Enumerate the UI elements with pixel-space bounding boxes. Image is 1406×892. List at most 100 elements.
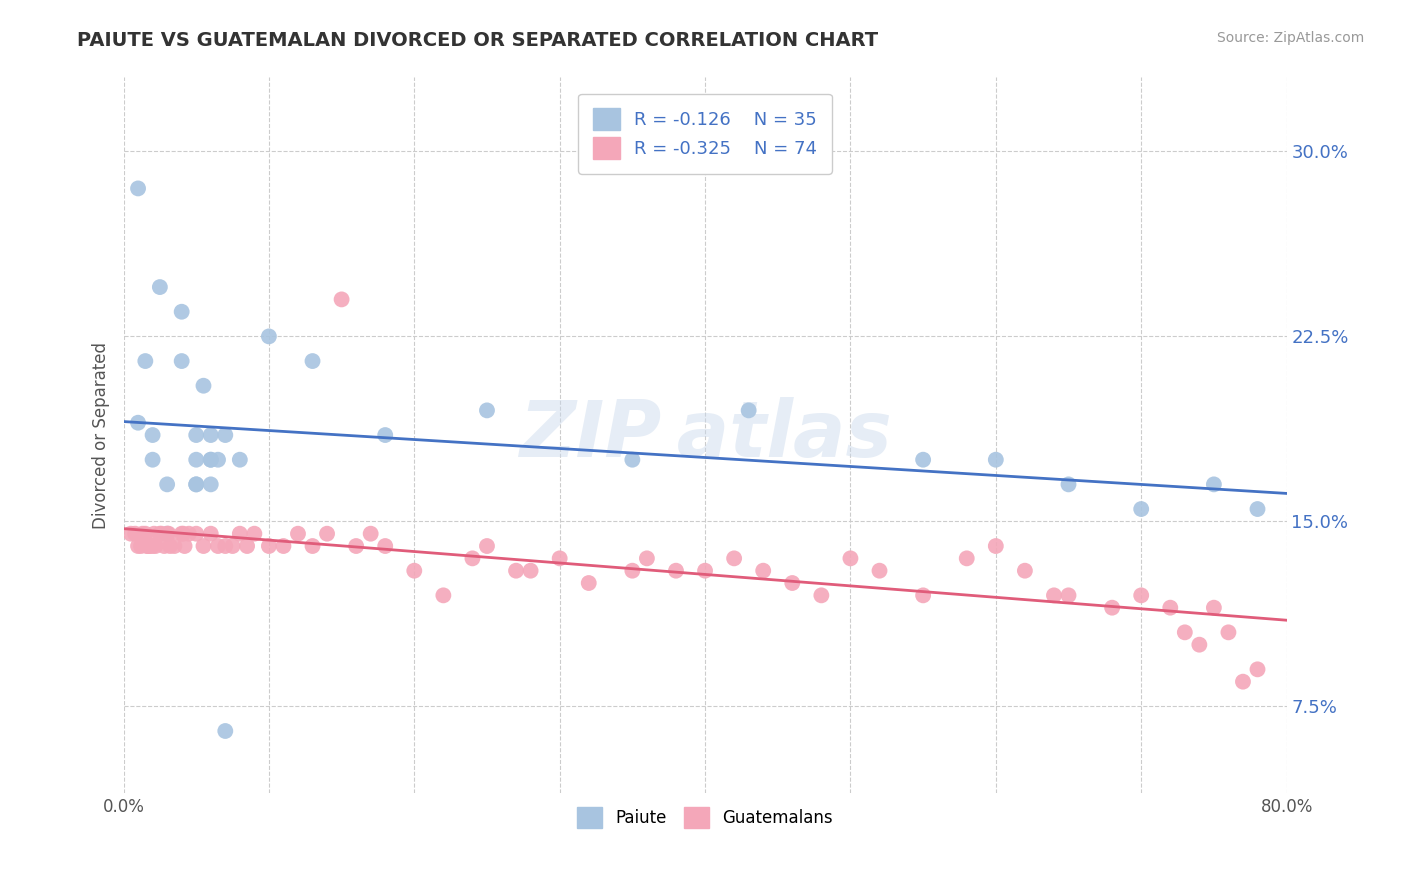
Point: [170, 304, 193, 318]
Point: [186, 452, 208, 467]
Point: [1130, 588, 1153, 602]
Point: [1218, 625, 1240, 640]
Point: [475, 403, 498, 417]
Point: [1188, 638, 1211, 652]
Point: [236, 539, 259, 553]
Point: [159, 539, 181, 553]
Point: [665, 564, 688, 578]
Point: [157, 526, 180, 541]
Point: [221, 539, 243, 553]
Point: [127, 416, 149, 430]
Point: [301, 539, 323, 553]
Point: [200, 526, 222, 541]
Point: [156, 526, 179, 541]
Point: [153, 539, 176, 553]
Point: [243, 526, 266, 541]
Point: [207, 452, 229, 467]
Point: [170, 354, 193, 368]
Point: [149, 280, 172, 294]
Text: Source: ZipAtlas.com: Source: ZipAtlas.com: [1216, 31, 1364, 45]
Point: [214, 539, 236, 553]
Point: [1246, 662, 1268, 676]
Point: [134, 354, 156, 368]
Point: [207, 539, 229, 553]
Point: [548, 551, 571, 566]
Point: [257, 329, 280, 343]
Point: [142, 452, 165, 467]
Legend: Paiute, Guatemalans: Paiute, Guatemalans: [571, 801, 839, 834]
Point: [723, 551, 745, 566]
Point: [912, 588, 935, 602]
Point: [163, 539, 186, 553]
Point: [316, 526, 339, 541]
Point: [156, 477, 179, 491]
Point: [129, 539, 152, 553]
Point: [172, 526, 194, 541]
Point: [127, 181, 149, 195]
Y-axis label: Divorced or Separated: Divorced or Separated: [93, 342, 110, 529]
Point: [374, 539, 396, 553]
Point: [170, 526, 193, 541]
Point: [214, 428, 236, 442]
Point: [149, 526, 172, 541]
Point: [1043, 588, 1066, 602]
Point: [135, 539, 157, 553]
Point: [173, 539, 195, 553]
Point: [273, 539, 295, 553]
Point: [200, 477, 222, 491]
Point: [360, 526, 382, 541]
Point: [752, 564, 775, 578]
Point: [200, 452, 222, 467]
Point: [127, 539, 149, 553]
Point: [200, 428, 222, 442]
Text: PAIUTE VS GUATEMALAN DIVORCED OR SEPARATED CORRELATION CHART: PAIUTE VS GUATEMALAN DIVORCED OR SEPARAT…: [77, 31, 879, 50]
Point: [344, 539, 367, 553]
Point: [136, 539, 159, 553]
Point: [186, 428, 208, 442]
Point: [1014, 564, 1036, 578]
Point: [984, 539, 1007, 553]
Point: [301, 354, 323, 368]
Point: [193, 539, 215, 553]
Point: [131, 526, 153, 541]
Point: [143, 526, 166, 541]
Point: [374, 428, 396, 442]
Point: [578, 576, 600, 591]
Point: [737, 403, 759, 417]
Point: [257, 539, 280, 553]
Point: [142, 428, 165, 442]
Point: [1130, 502, 1153, 516]
Point: [839, 551, 862, 566]
Point: [186, 477, 208, 491]
Point: [186, 477, 208, 491]
Point: [956, 551, 979, 566]
Point: [214, 724, 236, 739]
Point: [621, 564, 644, 578]
Point: [229, 526, 252, 541]
Point: [1057, 588, 1080, 602]
Point: [1202, 477, 1225, 491]
Point: [475, 539, 498, 553]
Point: [330, 293, 353, 307]
Point: [1101, 600, 1123, 615]
Point: [404, 564, 426, 578]
Point: [984, 452, 1007, 467]
Point: [810, 588, 832, 602]
Point: [145, 539, 167, 553]
Point: [138, 539, 160, 553]
Point: [186, 526, 208, 541]
Point: [782, 576, 804, 591]
Point: [193, 378, 215, 392]
Point: [869, 564, 891, 578]
Point: [1159, 600, 1181, 615]
Point: [124, 526, 146, 541]
Point: [200, 452, 222, 467]
Point: [1202, 600, 1225, 615]
Point: [636, 551, 658, 566]
Point: [519, 564, 541, 578]
Point: [1174, 625, 1197, 640]
Point: [177, 526, 200, 541]
Point: [1057, 477, 1080, 491]
Point: [142, 539, 165, 553]
Point: [150, 526, 173, 541]
